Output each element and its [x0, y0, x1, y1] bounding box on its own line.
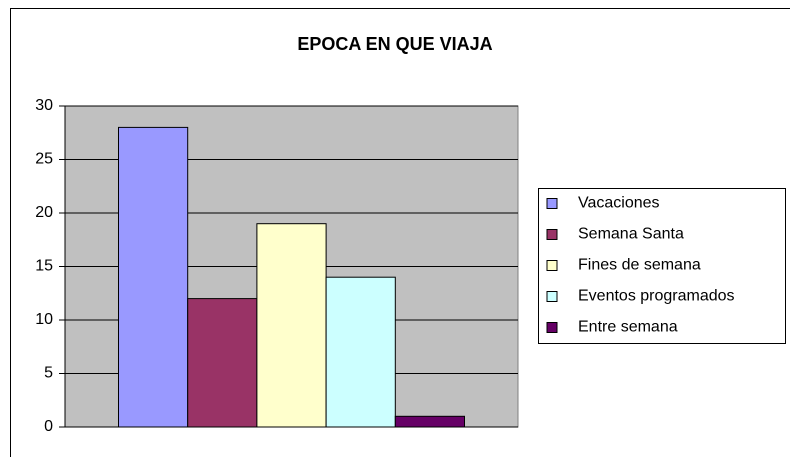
legend-label: Eventos programados: [578, 288, 735, 305]
legend-label: Vacaciones: [578, 195, 660, 212]
bar: [187, 298, 258, 428]
y-tick-label: 10: [35, 311, 53, 328]
legend-box: [538, 188, 786, 344]
y-tick-label: 20: [35, 204, 53, 221]
y-tick-label: 15: [35, 258, 53, 275]
legend-label: Semana Santa: [578, 226, 684, 243]
legend-swatch: [546, 322, 558, 333]
bar: [325, 276, 396, 428]
y-tick-label: 5: [44, 365, 53, 382]
bar: [118, 126, 189, 428]
legend-swatch: [546, 229, 558, 240]
legend-label: Entre semana: [578, 319, 678, 336]
legend-swatch: [546, 260, 558, 271]
y-tick-label: 25: [35, 151, 53, 168]
legend-swatch: [546, 198, 558, 209]
legend-label: Fines de semana: [578, 257, 701, 274]
legend-swatch: [546, 291, 558, 302]
chart-title: EPOCA EN QUE VIAJA: [297, 34, 492, 54]
bar: [394, 415, 465, 428]
y-tick-label: 0: [44, 418, 53, 435]
y-tick-label: 30: [35, 97, 53, 114]
bar: [256, 223, 327, 428]
